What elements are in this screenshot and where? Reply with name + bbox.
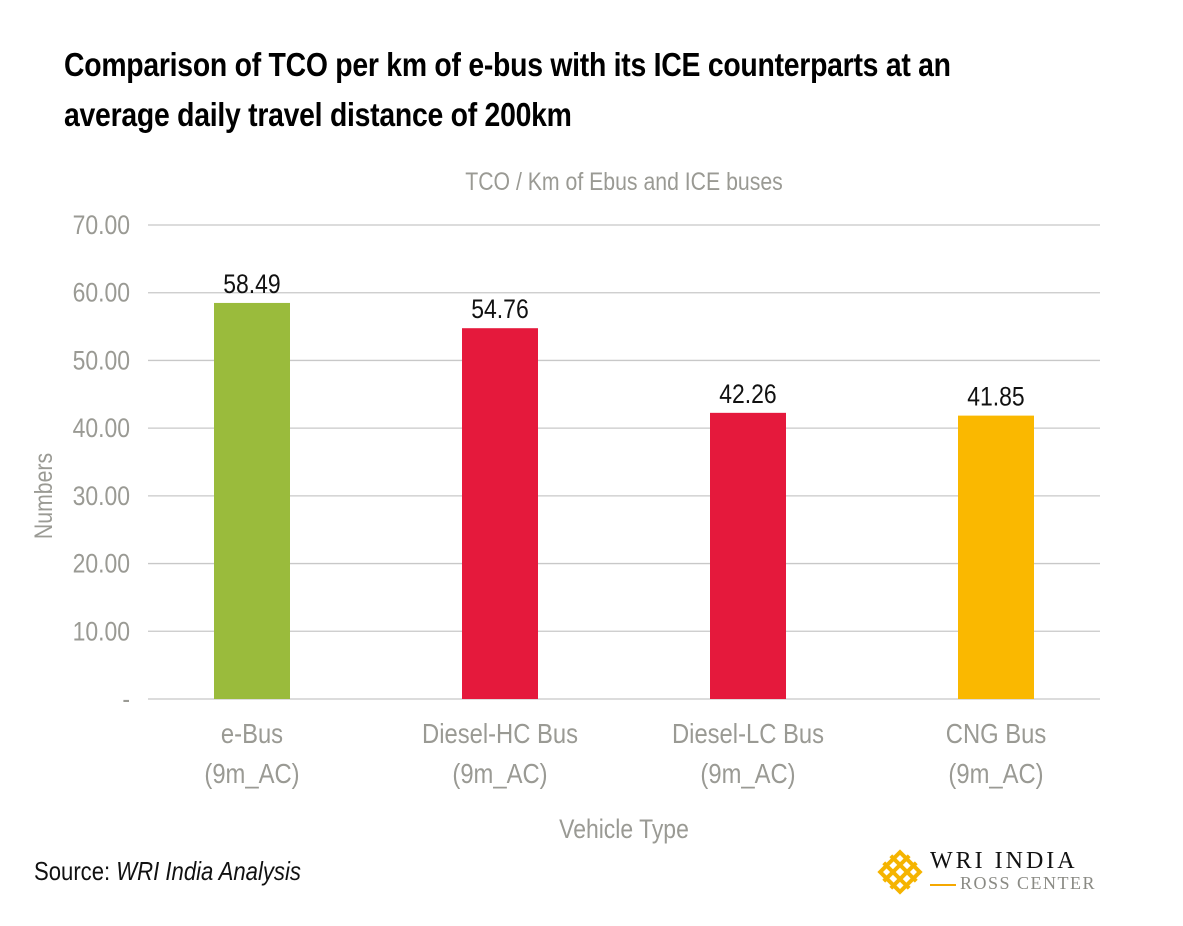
y-tick-label: 40.00 [73,413,130,443]
bar [710,412,786,699]
logo-text-secondary: ROSS CENTER [960,873,1097,893]
y-tick-label: - [122,684,130,714]
page-title: Comparison of TCO per km of e-bus with i… [64,46,951,133]
x-tick-label: e-Bus [221,717,283,749]
y-tick-label: 60.00 [73,278,130,308]
x-tick-label: Diesel-LC Bus [672,717,824,749]
chart-title: TCO / Km of Ebus and ICE buses [465,167,783,195]
y-tick-label: 20.00 [73,549,130,579]
source-label: Source: [34,856,117,886]
source-note: Source: WRI India Analysis [34,856,301,887]
logo-text-primary: WRI INDIA [930,848,1078,874]
data-label: 54.76 [471,294,528,324]
data-label: 58.49 [223,269,280,299]
bar [214,302,290,699]
data-label: 42.26 [719,379,776,409]
x-tick-label: CNG Bus [946,717,1046,749]
y-tick-label: 30.00 [73,481,130,511]
bar [958,415,1034,699]
x-tick-label: (9m_AC) [700,757,795,789]
source-value: WRI India Analysis [116,856,301,886]
x-tick-label: (9m_AC) [204,757,299,789]
y-tick-label: 10.00 [73,617,130,647]
x-tick-label: (9m_AC) [948,757,1043,789]
y-tick-label: 50.00 [73,346,130,376]
y-axis-label: Numbers [29,453,57,539]
y-tick-label: 70.00 [73,210,130,240]
logo-divider [930,884,956,886]
wri-india-logo: WRI INDIA ROSS CENTER [876,848,1106,896]
x-axis-label: Vehicle Type [559,814,689,844]
x-tick-label: (9m_AC) [452,757,547,789]
bar [462,328,538,699]
x-tick-label: Diesel-HC Bus [422,717,578,749]
data-label: 41.85 [967,382,1024,412]
wri-knot-icon [877,849,923,895]
